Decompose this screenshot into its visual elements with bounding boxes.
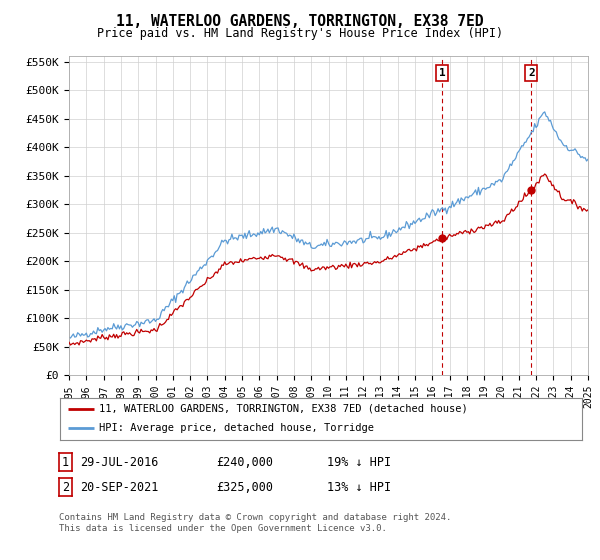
- Text: Price paid vs. HM Land Registry's House Price Index (HPI): Price paid vs. HM Land Registry's House …: [97, 27, 503, 40]
- Text: 20-SEP-2021: 20-SEP-2021: [80, 480, 158, 494]
- Text: Contains HM Land Registry data © Crown copyright and database right 2024.: Contains HM Land Registry data © Crown c…: [59, 513, 451, 522]
- Text: £325,000: £325,000: [216, 480, 273, 494]
- Text: HPI: Average price, detached house, Torridge: HPI: Average price, detached house, Torr…: [99, 423, 374, 433]
- Text: 11, WATERLOO GARDENS, TORRINGTON, EX38 7ED (detached house): 11, WATERLOO GARDENS, TORRINGTON, EX38 7…: [99, 404, 468, 414]
- Text: 2: 2: [528, 68, 535, 78]
- Text: 29-JUL-2016: 29-JUL-2016: [80, 455, 158, 469]
- Text: 2: 2: [62, 480, 69, 494]
- Text: £240,000: £240,000: [216, 455, 273, 469]
- Text: This data is licensed under the Open Government Licence v3.0.: This data is licensed under the Open Gov…: [59, 524, 386, 533]
- Text: 1: 1: [62, 455, 69, 469]
- Text: 19% ↓ HPI: 19% ↓ HPI: [327, 455, 391, 469]
- Text: 13% ↓ HPI: 13% ↓ HPI: [327, 480, 391, 494]
- Text: 1: 1: [439, 68, 446, 78]
- Text: 11, WATERLOO GARDENS, TORRINGTON, EX38 7ED: 11, WATERLOO GARDENS, TORRINGTON, EX38 7…: [116, 14, 484, 29]
